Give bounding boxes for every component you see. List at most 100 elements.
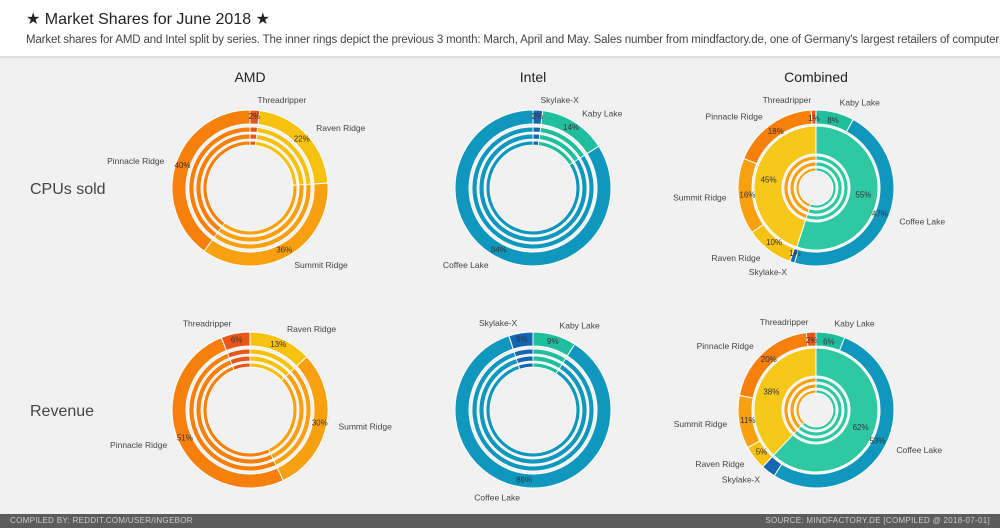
history-ring (202, 140, 251, 227)
column-title-combined: Combined (784, 69, 848, 85)
slice-name-label: Raven Ridge (316, 123, 365, 133)
slice-coffee-lake (454, 335, 612, 489)
slice-name-label: Coffee Lake (474, 492, 520, 502)
inner-pct-label: 38% (763, 387, 779, 396)
inner-slice-amd (753, 125, 817, 248)
row-title-cpus-sold: CPUs sold (30, 181, 106, 198)
history-ring (471, 126, 595, 250)
slice-name-label: Pinnacle Ridge (706, 111, 763, 121)
slice-pct-label: 9% (547, 337, 559, 346)
history-ring (517, 362, 534, 370)
slice-threadripper (220, 331, 251, 352)
slice-pct-label: 6% (231, 335, 243, 344)
slice-pct-label: 1% (789, 249, 801, 258)
slice-pct-label: 10% (766, 238, 782, 247)
history-ring (783, 155, 817, 219)
history-ring (485, 140, 581, 236)
slice-name-label: Raven Ridge (287, 324, 336, 334)
history-ring (485, 364, 581, 458)
slice-name-label: Summit Ridge (338, 421, 392, 431)
slice-pct-label: 14% (563, 123, 579, 132)
slice-name-label: Threadripper (183, 319, 232, 329)
slice-pct-label: 1% (808, 114, 820, 123)
slice-pct-label: 30% (312, 418, 328, 427)
history-ring (249, 126, 259, 133)
slice-name-label: Pinnacle Ridge (110, 440, 167, 450)
slice-name-label: Kaby Lake (582, 109, 622, 119)
slice-name-label: Raven Ridge (695, 459, 744, 469)
history-ring (801, 389, 837, 431)
footer-credit: COMPILED BY: REDDIT.COM/USER/INGEBOR (10, 516, 193, 525)
slice-pct-label: 20% (761, 355, 777, 364)
slice-coffee-lake (454, 109, 612, 267)
history-ring (809, 167, 837, 209)
slice-name-label: Coffee Lake (443, 260, 489, 270)
history-ring (478, 358, 588, 465)
donut-intel-revenue: 9%Kaby Lake 86% Coffee Lake 5% Skylake-X (454, 318, 612, 502)
inner-slice-intel (772, 347, 879, 473)
history-ring (249, 133, 258, 140)
history-ring (232, 362, 251, 371)
row-title-revenue: Revenue (30, 403, 94, 420)
slice-name-label: Kaby Lake (834, 319, 874, 329)
history-ring (795, 389, 817, 426)
inner-pct-label: 55% (855, 191, 871, 200)
slice-name-label: Summit Ridge (673, 193, 727, 203)
slice-pct-label: 6% (823, 337, 835, 346)
slice-name-label: Skylake-X (749, 267, 788, 277)
slice-pct-label: 18% (768, 127, 784, 136)
slice-name-label: Skylake-X (722, 475, 761, 485)
slice-name-label: Coffee Lake (899, 216, 945, 226)
slice-pct-label: 40% (174, 161, 190, 170)
history-ring (478, 133, 588, 243)
donut-amd-revenue: 13%Raven Ridge 30% Summit Ridge 51% Pinnacle… (110, 319, 392, 489)
inner-pct-label: 45% (761, 176, 777, 185)
history-ring (789, 383, 817, 430)
footer: COMPILED BY: REDDIT.COM/USER/INGEBOR SOU… (0, 514, 1000, 528)
slice-threadripper (810, 109, 817, 125)
slice-pinnacle-ridge (171, 109, 251, 252)
history-ring (249, 140, 257, 146)
slice-pct-label: 11% (740, 416, 755, 425)
slice-name-label: Pinnacle Ridge (697, 341, 754, 351)
slice-name-label: Kaby Lake (840, 98, 880, 108)
slice-threadripper (805, 331, 817, 348)
slice-name-label: Threadripper (763, 95, 812, 105)
column-title-intel: Intel (520, 69, 546, 85)
slice-name-label: Coffee Lake (896, 445, 942, 455)
page-title: ★ Market Shares for June 2018 ★ (26, 11, 270, 28)
slice-name-label: Skylake-X (541, 95, 580, 105)
slice-pct-label: 5% (516, 335, 528, 344)
slice-name-label: Summit Ridge (294, 260, 348, 270)
history-ring (513, 348, 534, 358)
slice-pct-label: 84% (491, 245, 507, 254)
header: ★ Market Shares for June 2018 ★ Market s… (0, 0, 1000, 56)
slice-name-label: Raven Ridge (711, 253, 760, 263)
page-subtitle: Market shares for AMD and Intel split by… (26, 34, 1000, 46)
history-ring (195, 133, 251, 233)
history-ring (532, 140, 540, 146)
history-ring (532, 133, 541, 140)
slice-pct-label: 8% (827, 116, 839, 125)
inner-slice-amd (753, 347, 817, 456)
slice-name-label: Pinnacle Ridge (107, 156, 164, 166)
history-ring (229, 355, 251, 365)
history-ring (783, 377, 817, 434)
slice-pct-label: 36% (276, 245, 292, 254)
column-title-amd: AMD (234, 69, 265, 85)
slice-name-label: Summit Ridge (674, 419, 728, 429)
slice-pct-label: 22% (294, 135, 310, 144)
slice-pct-label: 51% (177, 433, 193, 442)
donut-amd-cpus-sold: 2% Threadripper 22% Raven Ridge 36%Summit Ri… (107, 95, 365, 270)
slice-pct-label: 86% (516, 476, 532, 485)
donut-intel-cpus-sold: 2% Skylake-X 14%Kaby Lake 84%Coffee Lake (443, 95, 623, 270)
donut-combined-revenue: 62% 38% 6% Kaby Lake 53% Coffee Lake Skylake-X… (674, 317, 942, 489)
inner-pct-label: 62% (853, 423, 869, 432)
slice-pct-label: 13% (270, 340, 286, 349)
slice-pct-label: 2% (806, 336, 818, 345)
inner-slice-intel (796, 125, 879, 251)
slice-pct-label: 2% (532, 112, 544, 121)
slice-pct-label: 47% (872, 209, 888, 218)
slice-skylake-x (508, 331, 534, 350)
